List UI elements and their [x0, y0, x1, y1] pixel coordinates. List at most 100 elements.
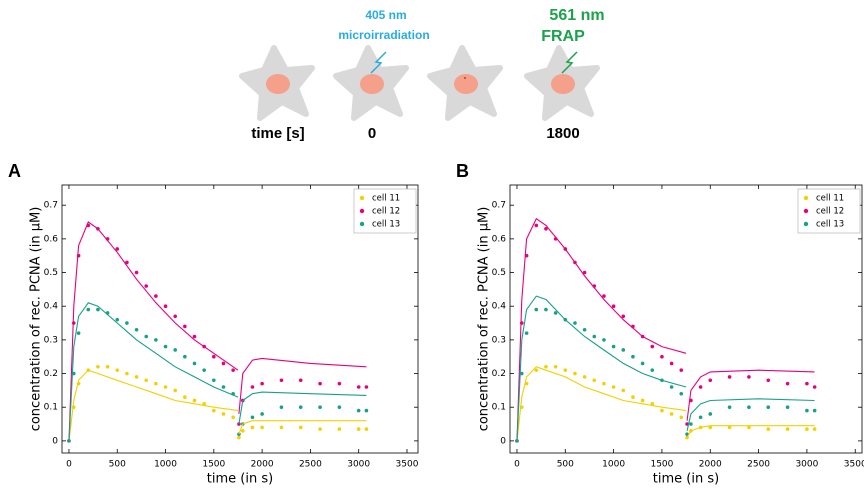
data-point [173, 348, 177, 352]
y-tick-label: 0.4 [44, 302, 59, 312]
cell [239, 45, 315, 121]
legend-marker [803, 195, 809, 201]
data-point [679, 391, 684, 396]
data-point [356, 427, 361, 431]
y-axis-label: concentration of rec. PCNA (in μM) [477, 207, 492, 432]
data-point [212, 408, 216, 413]
data-point [534, 368, 539, 372]
data-point [192, 361, 197, 366]
wavelength: 561 nm [549, 7, 604, 24]
data-point [125, 371, 129, 376]
data-point [279, 378, 284, 383]
data-point [650, 402, 655, 406]
data-point [202, 402, 206, 406]
data-point [785, 381, 790, 386]
data-point [105, 365, 110, 369]
data-point [621, 314, 626, 319]
data-point [708, 378, 713, 383]
data-point [364, 408, 369, 413]
data-point [553, 311, 558, 315]
fit-line [516, 366, 815, 441]
x-tick-label: 3500 [396, 460, 419, 470]
data-point [134, 327, 139, 332]
data-point [698, 415, 703, 420]
data-point [640, 398, 645, 403]
data-point [221, 385, 226, 389]
time-value: 1800 [546, 125, 579, 142]
data-point [337, 381, 342, 386]
data-point [689, 422, 693, 426]
data-point [154, 338, 158, 342]
data-point [192, 334, 197, 339]
data-point [544, 307, 548, 312]
data-point [727, 405, 732, 410]
y-axis-label: concentration of rec. PCNA (in μM) [29, 207, 44, 432]
data-point [785, 427, 790, 431]
data-point [650, 368, 655, 372]
data-point [154, 381, 158, 386]
data-point [163, 304, 168, 309]
data-point [144, 334, 149, 339]
data-point [582, 327, 587, 332]
data-point [544, 226, 548, 231]
legend-marker [359, 208, 365, 214]
data-point [356, 408, 361, 413]
data-point [279, 425, 284, 430]
data-point [812, 385, 817, 389]
data-point [611, 344, 616, 349]
data-point [260, 425, 264, 430]
x-tick-label: 2500 [747, 460, 770, 470]
data-point [563, 368, 568, 372]
data-point [785, 405, 790, 410]
data-point [318, 381, 322, 386]
data-point [812, 408, 817, 413]
data-point [364, 427, 369, 431]
data-point [202, 368, 206, 372]
legend-label: cell 11 [816, 194, 844, 204]
data-point [602, 381, 606, 386]
data-point [231, 368, 235, 372]
data-point [134, 270, 139, 275]
panel-label: B [456, 161, 469, 181]
y-tick-label: 0.3 [492, 335, 506, 345]
data-point [679, 415, 684, 420]
y-tick-label: 0 [500, 436, 506, 446]
y-tick-label: 0.6 [44, 234, 59, 244]
y-tick-label: 0.2 [492, 369, 506, 379]
fit-line [516, 295, 815, 441]
data-point [669, 361, 674, 366]
data-point [766, 378, 771, 383]
x-tick-label: 0 [514, 460, 520, 470]
schematic: 405 nm microirradiation 561 nm FRAP time… [239, 7, 605, 142]
x-tick-label: 1500 [650, 460, 673, 470]
method: microirradiation [338, 28, 429, 42]
data-point [298, 378, 303, 383]
data-point [241, 428, 245, 433]
data-point [134, 375, 139, 379]
plot-frame [61, 184, 419, 454]
data-point [76, 331, 81, 335]
time-value: 0 [368, 125, 376, 142]
data-point [237, 432, 241, 436]
data-point [144, 284, 149, 288]
data-point [602, 294, 606, 298]
data-point [183, 324, 187, 329]
data-point [212, 378, 216, 383]
laser-arrow [561, 51, 578, 74]
data-point [582, 270, 587, 275]
fit-line [516, 217, 815, 441]
data-point [318, 405, 322, 410]
data-point [173, 388, 177, 393]
data-point [727, 375, 732, 379]
data-point [212, 354, 216, 359]
data-point [611, 385, 616, 389]
data-point [96, 307, 100, 312]
x-tick-label: 500 [557, 460, 574, 470]
data-point [173, 314, 177, 319]
data-point [337, 427, 342, 431]
y-tick-label: 0.6 [492, 234, 507, 244]
x-tick-label: 1500 [202, 460, 225, 470]
data-point [318, 427, 322, 431]
data-point [144, 378, 149, 383]
legend-label: cell 13 [816, 220, 844, 230]
